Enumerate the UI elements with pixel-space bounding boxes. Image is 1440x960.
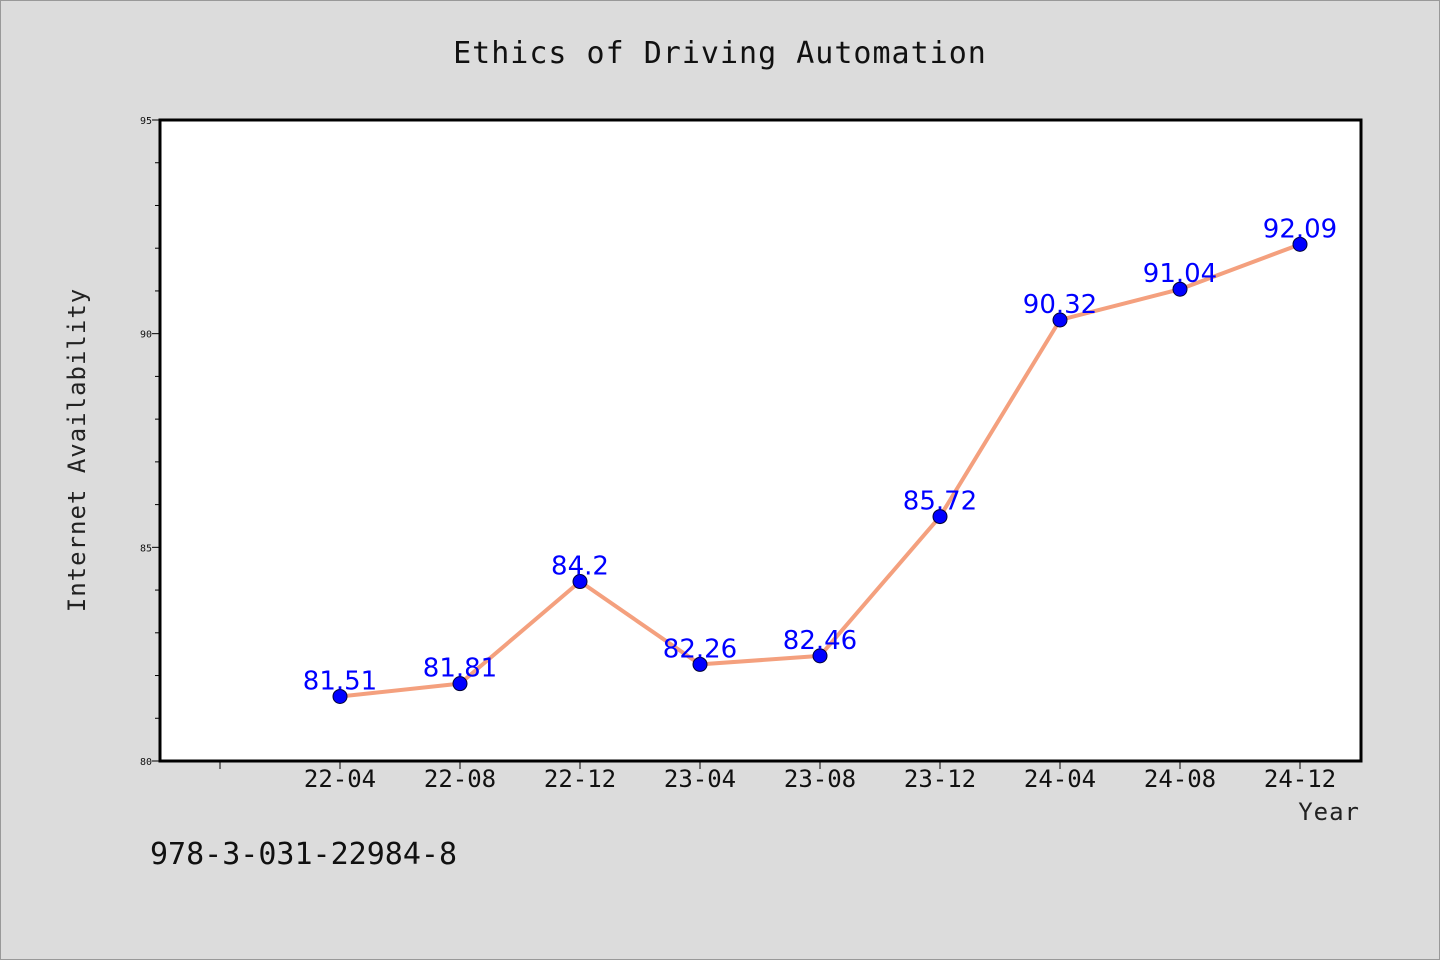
data-label: 81.51 — [303, 666, 377, 696]
x-axis-label: Year — [1298, 798, 1360, 826]
data-label: 84.2 — [551, 552, 609, 582]
isbn-footer: 978-3-031-22984-8 — [150, 837, 457, 872]
y-tick-label: 90 — [140, 330, 152, 341]
data-label: 90.32 — [1023, 290, 1097, 320]
data-labels: 81.51 81.81 84.2 82.26 82.46 85.72 90.32 91.04 9… — [303, 214, 1337, 696]
x-tick-label: 23-08 — [784, 765, 856, 793]
x-axis: 22-04 22-08 22-12 23-04 23-08 23-12 24-04 24-08… — [219, 761, 1336, 793]
data-point — [1172, 281, 1188, 297]
y-tick-label: 95 — [140, 116, 152, 127]
data-point — [452, 676, 468, 692]
data-point — [812, 648, 828, 664]
data-point — [1292, 236, 1308, 252]
data-label: 82.26 — [663, 634, 737, 664]
data-label: 91.04 — [1143, 259, 1217, 289]
x-tick-label: 23-12 — [904, 765, 976, 793]
data-point — [332, 688, 348, 704]
x-tick-label: 22-08 — [424, 765, 496, 793]
y-axis: 80 85 90 95 — [140, 116, 160, 768]
y-tick-label: 80 — [140, 757, 152, 768]
plot-area — [158, 118, 1363, 763]
chart-title: Ethics of Driving Automation — [453, 36, 987, 71]
x-tick-label: 24-04 — [1024, 765, 1096, 793]
data-label: 85.72 — [903, 487, 977, 517]
x-tick-label: 24-08 — [1144, 765, 1216, 793]
data-point — [1052, 312, 1068, 328]
data-point — [932, 509, 948, 525]
series-layer — [332, 236, 1308, 704]
y-tick-label: 85 — [140, 543, 152, 554]
y-axis-label: Internet Availability — [63, 288, 91, 612]
x-tick-label: 22-04 — [304, 765, 376, 793]
data-point — [572, 574, 588, 590]
data-point — [692, 656, 708, 672]
x-tick-label: 22-12 — [544, 765, 616, 793]
data-label: 81.81 — [423, 654, 497, 684]
data-label: 82.46 — [783, 626, 857, 656]
x-tick-label: 24-12 — [1264, 765, 1336, 793]
data-label: 92.09 — [1263, 214, 1337, 244]
x-tick-label: 23-04 — [664, 765, 736, 793]
